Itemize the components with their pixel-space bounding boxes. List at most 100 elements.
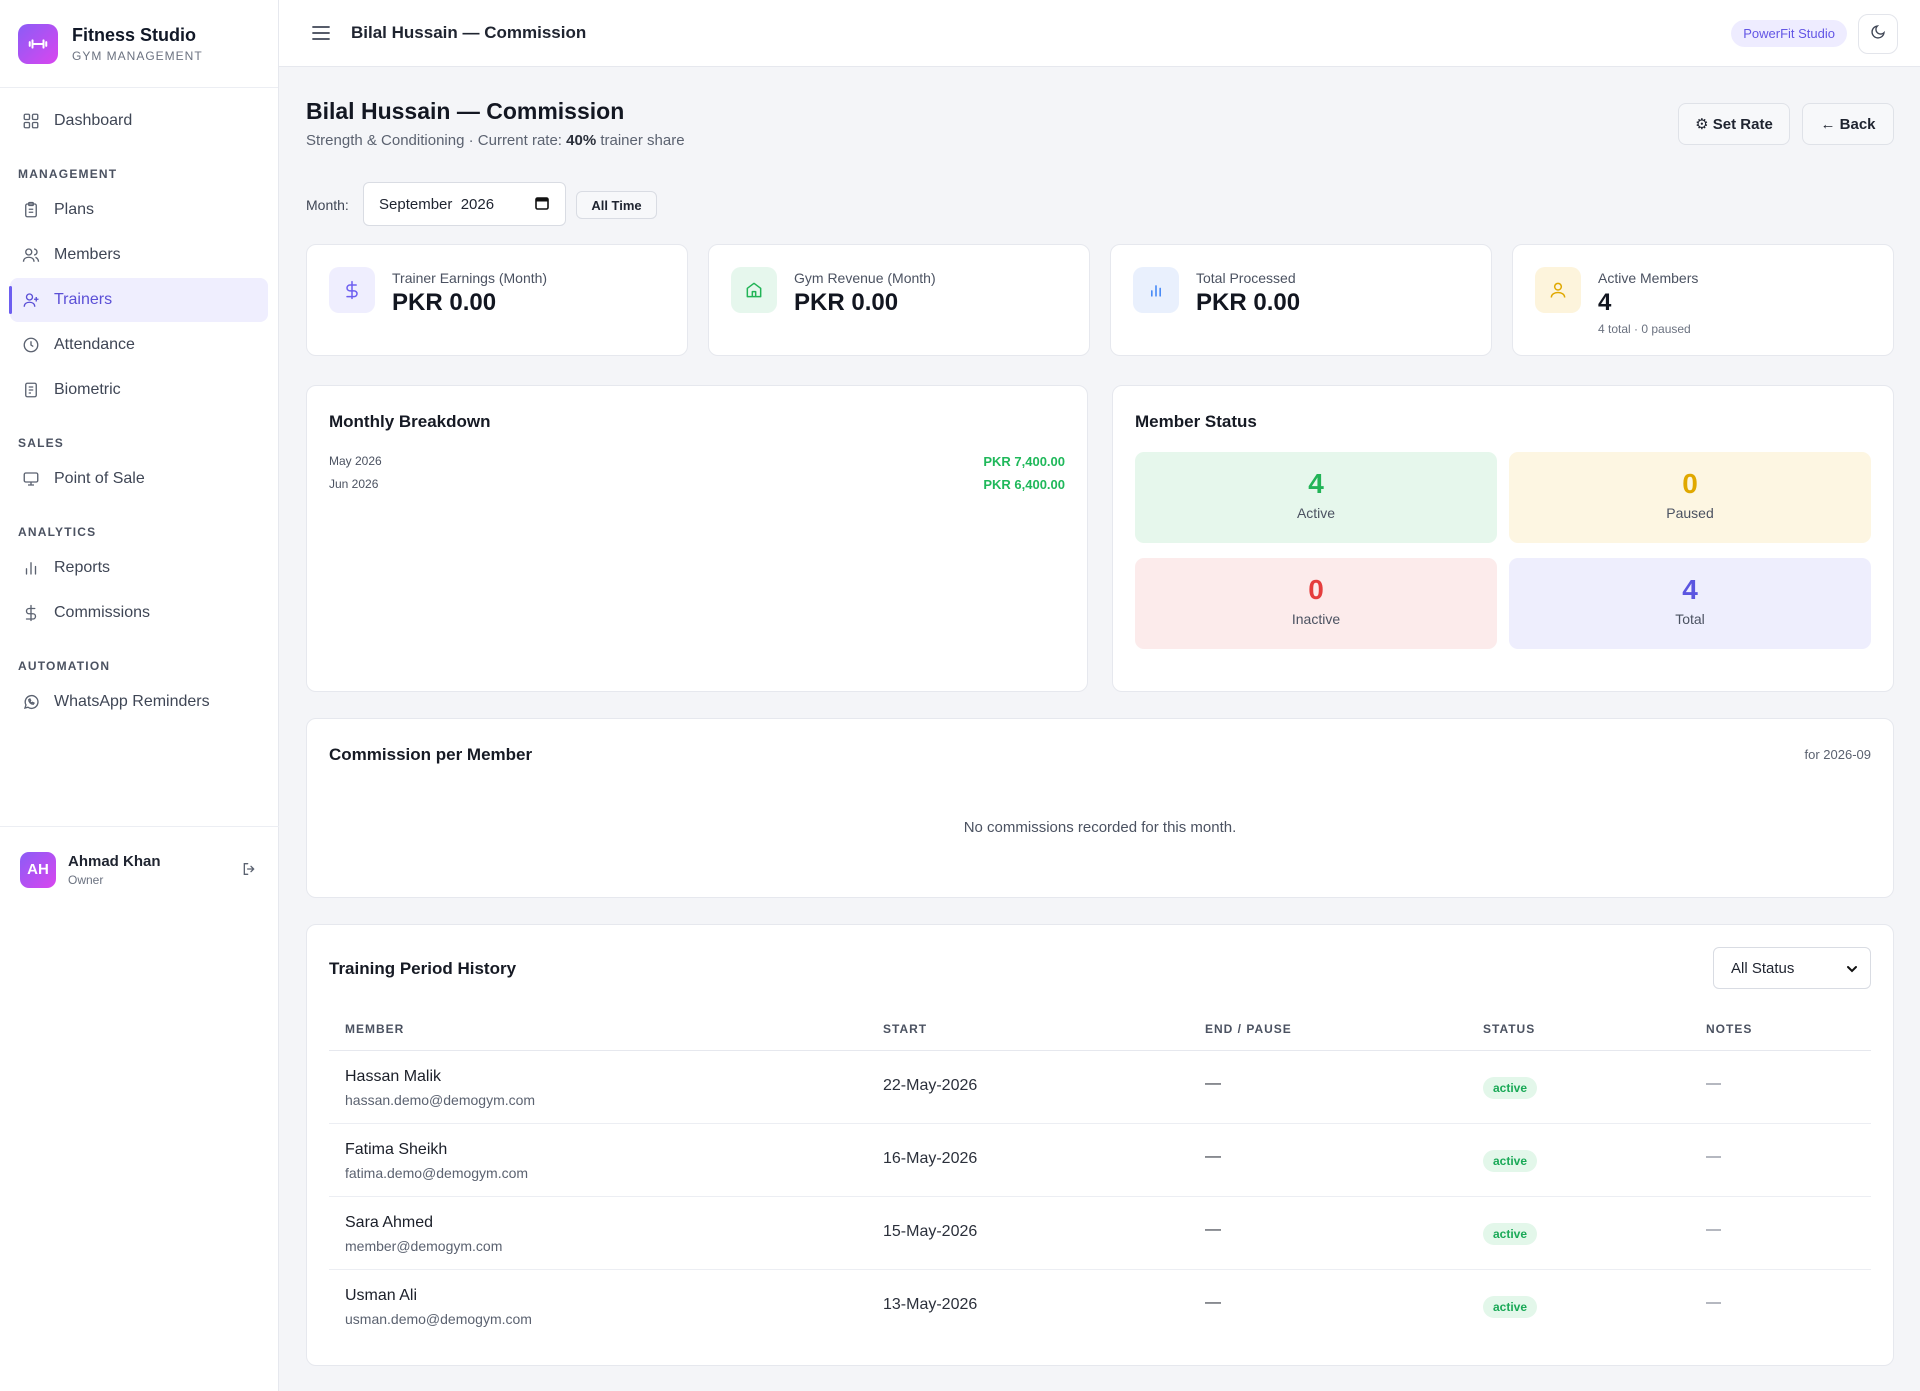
stat-card-trainer-earnings: Trainer Earnings (Month) PKR 0.00: [306, 244, 688, 356]
sidebar-item-dashboard[interactable]: Dashboard: [10, 99, 268, 143]
member-email: usman.demo@demogym.com: [345, 1311, 532, 1327]
status-badge: active: [1483, 1296, 1538, 1318]
sidebar-item-trainers[interactable]: Trainers: [9, 278, 268, 322]
sidebar-item-label: Reports: [54, 559, 111, 576]
grid-icon: [20, 110, 42, 132]
theme-toggle-button[interactable]: [1858, 14, 1898, 54]
table-row[interactable]: Fatima Sheikh fatima.demo@demogym.com 16…: [329, 1124, 1871, 1197]
table-row[interactable]: Usman Ali usman.demo@demogym.com 13-May-…: [329, 1270, 1871, 1343]
end-date: —: [1205, 1075, 1221, 1092]
table-header: MEMBER START END / PAUSE STATUS NOTES: [329, 1007, 1871, 1051]
sidebar-item-biometric[interactable]: Biometric: [10, 368, 268, 412]
dumbbell-icon: [18, 23, 58, 64]
sidebar-item-label: Dashboard: [54, 112, 133, 129]
sidebar: Fitness Studio GYM MANAGEMENT Dashboard …: [0, 0, 279, 1391]
stat-cards: Trainer Earnings (Month) PKR 0.00 Gym Re…: [306, 244, 1894, 356]
user-role: Owner: [68, 872, 104, 887]
subtitle-suffix: trainer share: [596, 132, 685, 149]
column-header: NOTES: [1706, 1022, 1753, 1036]
brand-title: Fitness Studio: [72, 24, 197, 45]
back-button[interactable]: ← Back: [1802, 103, 1894, 145]
sidebar-item-reports[interactable]: Reports: [10, 546, 268, 590]
dollar-icon: [20, 602, 42, 624]
status-tile-label: Active: [1296, 505, 1336, 521]
status-tile-paused: 0 Paused: [1509, 452, 1871, 543]
status-tile-label: Paused: [1666, 505, 1714, 521]
member-email: hassan.demo@demogym.com: [345, 1092, 536, 1108]
calendar-icon[interactable]: [535, 196, 549, 210]
card-title: Monthly Breakdown: [329, 412, 491, 431]
status-tile-total: 4 Total: [1509, 558, 1871, 649]
start-date: 15-May-2026: [883, 1223, 978, 1240]
brand[interactable]: Fitness Studio GYM MANAGEMENT: [0, 0, 278, 88]
moon-icon: [1870, 24, 1886, 45]
member-email: member@demogym.com: [345, 1238, 503, 1254]
sidebar-item-whatsapp[interactable]: WhatsApp Reminders: [10, 680, 268, 724]
sidebar-nav: Dashboard MANAGEMENT Plans Members Train…: [0, 88, 278, 724]
sidebar-item-attendance[interactable]: Attendance: [10, 323, 268, 367]
status-tile-inactive: 0 Inactive: [1135, 558, 1497, 649]
member-name: Usman Ali: [345, 1287, 418, 1304]
clock-icon: [20, 334, 42, 356]
sidebar-item-label: Members: [54, 246, 121, 263]
user-icon: [20, 289, 42, 311]
column-header: START: [883, 1022, 928, 1036]
month-picker[interactable]: September 2026: [363, 182, 566, 226]
status-badge: active: [1483, 1223, 1538, 1245]
page-header: Bilal Hussain — Commission Strength & Co…: [306, 67, 1894, 171]
member-name: Fatima Sheikh: [345, 1141, 448, 1158]
start-date: 16-May-2026: [883, 1150, 978, 1167]
month-filter: Month: September 2026 All Time: [306, 171, 1894, 233]
breakdown-month: Jun 2026: [329, 477, 379, 491]
month-label: Month:: [306, 197, 349, 213]
status-filter-value: All Status: [1731, 959, 1795, 977]
end-date: —: [1205, 1221, 1221, 1238]
empty-state-message: No commissions recorded for this month.: [963, 819, 1237, 836]
status-tile-value: 0: [1308, 574, 1324, 605]
card-title: Training Period History: [329, 959, 517, 978]
table-row[interactable]: Sara Ahmed member@demogym.com 15-May-202…: [329, 1197, 1871, 1270]
column-header: STATUS: [1483, 1022, 1536, 1036]
subtitle-prefix: Strength & Conditioning · Current rate:: [306, 132, 567, 149]
commission-per-member-card: Commission per Member for 2026-09 No com…: [306, 718, 1894, 898]
status-badge: active: [1483, 1150, 1538, 1172]
column-header: MEMBER: [345, 1022, 405, 1036]
card-title: Commission per Member: [329, 745, 533, 764]
sidebar-item-pos[interactable]: Point of Sale: [10, 457, 268, 501]
status-filter-select[interactable]: All Status: [1713, 947, 1871, 989]
monthly-breakdown-card: Monthly Breakdown May 2026 PKR 7,400.00 …: [306, 385, 1088, 692]
sidebar-item-plans[interactable]: Plans: [10, 188, 268, 232]
sidebar-item-label: Plans: [54, 201, 95, 218]
whatsapp-icon: [20, 691, 42, 713]
status-tile-value: 4: [1682, 574, 1698, 605]
stat-card-gym-revenue: Gym Revenue (Month) PKR 0.00: [708, 244, 1090, 356]
set-rate-button[interactable]: ⚙ Set Rate: [1678, 103, 1790, 145]
user-name: Ahmad Khan: [68, 852, 161, 870]
all-time-button[interactable]: All Time: [576, 191, 657, 219]
user-profile[interactable]: AH Ahmad Khan Owner: [0, 826, 279, 912]
user-icon: [1535, 267, 1581, 313]
sidebar-item-members[interactable]: Members: [10, 233, 268, 277]
nav-section-sales: SALES: [18, 436, 65, 450]
bar-chart-icon: [20, 557, 42, 579]
notes: —: [1706, 1221, 1721, 1238]
logout-icon[interactable]: [241, 861, 259, 879]
member-status-card: Member Status 4 Active 0 Paused 0 Inacti…: [1112, 385, 1894, 692]
notes: —: [1706, 1148, 1721, 1165]
period-label: for 2026-09: [1804, 747, 1872, 762]
avatar: AH: [20, 851, 56, 888]
sidebar-item-commissions[interactable]: Commissions: [10, 591, 268, 635]
breakdown-month: May 2026: [329, 454, 382, 468]
breakdown-amount: PKR 7,400.00: [983, 454, 1065, 469]
sidebar-item-label: WhatsApp Reminders: [54, 693, 210, 710]
nav-section-management: MANAGEMENT: [18, 167, 118, 181]
stat-value: PKR 0.00: [1196, 289, 1301, 316]
hamburger-icon[interactable]: [309, 21, 333, 45]
table-row[interactable]: Hassan Malik hassan.demo@demogym.com 22-…: [329, 1051, 1871, 1124]
home-icon: [731, 267, 777, 313]
status-tile-active: 4 Active: [1135, 452, 1497, 543]
topbar: Bilal Hussain — Commission PowerFit Stud…: [279, 0, 1920, 67]
studio-badge[interactable]: PowerFit Studio: [1731, 20, 1847, 47]
stat-value: PKR 0.00: [794, 289, 899, 316]
main-content: Bilal Hussain — Commission Strength & Co…: [306, 67, 1894, 1366]
